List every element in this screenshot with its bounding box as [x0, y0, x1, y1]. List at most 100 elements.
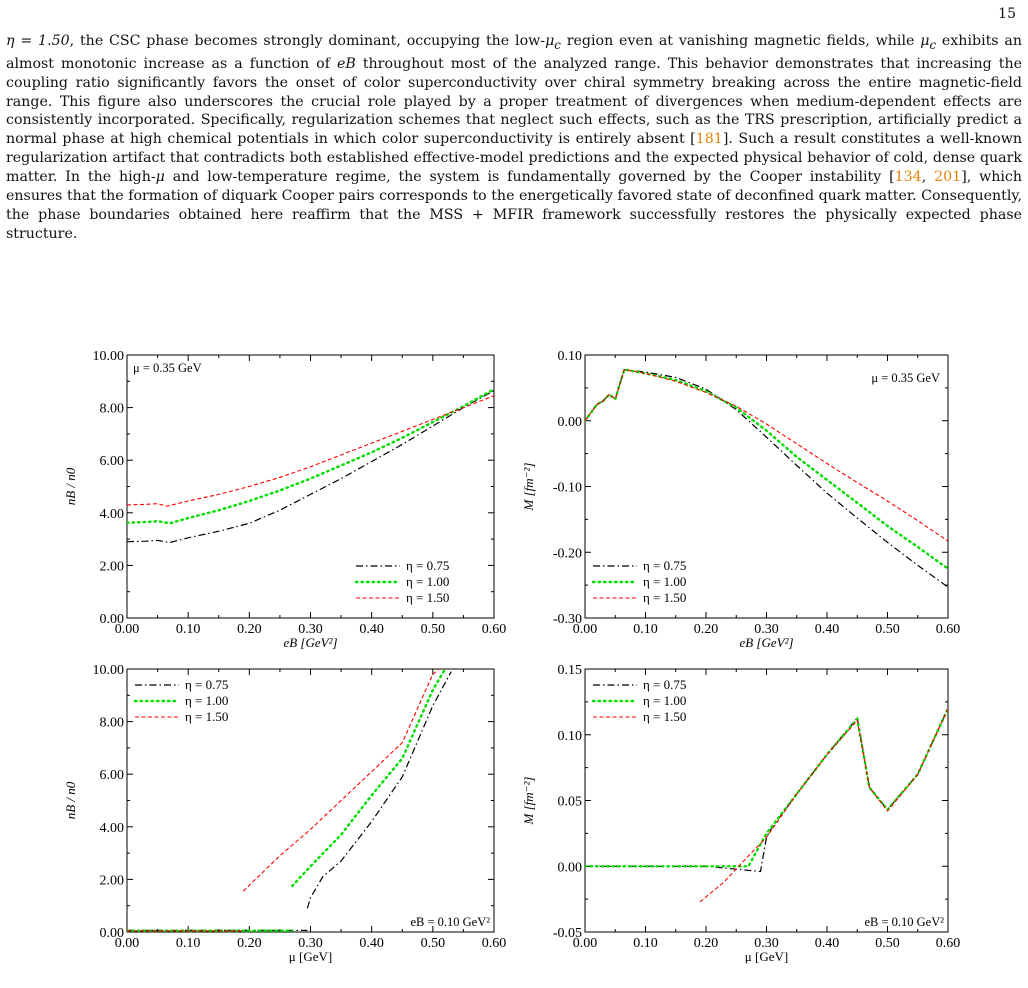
y-axis-label: M [fm⁻²] — [521, 463, 536, 512]
text-run: μ — [545, 33, 555, 49]
series-line-1 — [127, 389, 494, 544]
legend-entry: η = 1.00 — [185, 693, 228, 708]
x-tick-label: 0.40 — [359, 622, 384, 637]
legend: η = 0.75η = 1.00η = 1.50 — [591, 558, 686, 605]
x-tick-label: 0.00 — [115, 936, 140, 951]
x-tick-label: 0.20 — [237, 936, 262, 951]
x-tick-label: 0.40 — [359, 936, 384, 951]
series-line-1 — [585, 708, 948, 873]
x-axis-label: eB [GeV²] — [283, 635, 337, 650]
legend-entry: η = 1.00 — [643, 574, 686, 589]
x-axis-label: eB [GeV²] — [739, 635, 793, 650]
y-tick-label: 0.15 — [558, 663, 583, 678]
x-tick-label: 0.00 — [573, 936, 598, 951]
chart-panel-1: 0.00 0.10 0.20 0.30 0.40 0.50 0.60 0.00 2.00 4.00… — [63, 349, 506, 650]
x-axis-label: μ [GeV] — [289, 949, 332, 964]
x-tick-label: 0.30 — [754, 622, 779, 637]
x-tick-label: 0.30 — [754, 936, 779, 951]
series-line-3 — [127, 395, 494, 507]
chart-annotation: eB = 0.10 GeV² — [410, 915, 490, 929]
y-tick-label: 10.00 — [93, 663, 125, 678]
x-tick-label: 0.50 — [421, 622, 446, 637]
y-tick-label: -0.20 — [553, 546, 582, 561]
page-number: 15 — [998, 6, 1016, 22]
legend-entry: η = 1.50 — [406, 590, 449, 605]
x-tick-label: 0.10 — [633, 936, 658, 951]
citation-ref[interactable]: 201 — [934, 169, 962, 186]
y-tick-label: 8.00 — [100, 402, 125, 417]
legend-entry: η = 0.75 — [643, 558, 686, 573]
y-tick-label: 4.00 — [100, 507, 125, 522]
x-tick-label: 0.10 — [633, 622, 658, 637]
text-run: η = 1.50 — [6, 33, 70, 49]
y-tick-label: -0.30 — [553, 612, 582, 627]
plot-frame — [584, 354, 949, 619]
chart-panel-3: 0.00 0.10 0.20 0.30 0.40 0.50 0.60 0.00 2.00 4.00… — [63, 663, 506, 964]
series-line-1 — [585, 368, 948, 588]
chart-annotation: eB = 0.10 GeV² — [864, 915, 944, 929]
text-run: and low-temperature regime, the system i… — [164, 169, 895, 186]
x-tick-label: 0.60 — [482, 622, 507, 637]
y-tick-label: 0.10 — [558, 729, 583, 744]
chart-panel-4: 0.00 0.10 0.20 0.30 0.40 0.50 0.60-0.050.000.0… — [521, 663, 960, 964]
series-line-3 — [585, 368, 948, 542]
x-axis-label: μ [GeV] — [745, 949, 788, 964]
y-tick-label: 10.00 — [93, 349, 125, 364]
legend-entry: η = 1.50 — [643, 590, 686, 605]
y-tick-label: 2.00 — [100, 559, 125, 574]
y-tick-label: -0.10 — [553, 481, 582, 496]
x-tick-label: 0.00 — [573, 622, 598, 637]
y-tick-label: 0.10 — [558, 349, 583, 364]
x-tick-label: 0.30 — [298, 936, 323, 951]
x-tick-label: 0.60 — [936, 936, 961, 951]
y-tick-label: 0.00 — [558, 415, 583, 430]
y-tick-label: 6.00 — [100, 768, 125, 783]
x-tick-label: 0.10 — [176, 936, 201, 951]
x-tick-label: 0.60 — [482, 936, 507, 951]
y-tick-label: 0.00 — [558, 860, 583, 875]
series-line-2 — [585, 368, 948, 570]
x-tick-label: 0.50 — [875, 936, 900, 951]
chart-panel-2: 0.00 0.10 0.20 0.30 0.40 0.50 0.60 -0.30 -0.20 -0… — [521, 349, 960, 650]
legend: η = 0.75η = 1.00η = 1.50 — [591, 677, 686, 724]
x-tick-label: 0.50 — [421, 936, 446, 951]
text-run: μ — [920, 33, 930, 49]
plot-frame — [126, 668, 495, 933]
citation-ref[interactable]: 181 — [695, 131, 723, 148]
y-tick-label: 8.00 — [100, 716, 125, 731]
chart-annotation: μ = 0.35 GeV — [133, 361, 202, 375]
legend: η = 0.75η = 1.00η = 1.50 — [133, 677, 228, 724]
text-run: ]. Such a result constitutes a well-know… — [6, 131, 1023, 186]
x-tick-label: 0.30 — [298, 622, 323, 637]
legend-entry: η = 1.50 — [185, 709, 228, 724]
x-tick-label: 0.60 — [936, 622, 961, 637]
legend-entry: η = 1.50 — [643, 709, 686, 724]
text-run: ], which ensures that the formation of d… — [6, 169, 1022, 242]
y-tick-label: 2.00 — [100, 873, 125, 888]
x-tick-label: 0.40 — [815, 622, 840, 637]
series-line-4 — [291, 669, 447, 888]
x-tick-label: 0.20 — [237, 622, 262, 637]
series-line-2 — [585, 707, 948, 868]
y-axis-label: M [fm⁻²] — [521, 777, 536, 826]
x-tick-label: 0.20 — [694, 936, 719, 951]
text-run: μ — [155, 169, 165, 186]
citation-ref[interactable]: 134 — [894, 169, 922, 186]
series-line-6 — [242, 669, 440, 892]
x-tick-label: 0.40 — [815, 936, 840, 951]
text-run: region even at vanishing magnetic fields… — [560, 33, 921, 49]
y-tick-label: 0.00 — [100, 926, 125, 941]
text-run: , — [921, 169, 935, 186]
y-tick-label: 6.00 — [100, 454, 125, 469]
x-tick-label: 0.20 — [694, 622, 719, 637]
x-tick-label: 0.00 — [115, 622, 140, 637]
legend: η = 0.75η = 1.00η = 1.50 — [354, 558, 449, 605]
x-tick-label: 0.10 — [176, 622, 201, 637]
series-line-3 — [699, 708, 948, 903]
text-run: eB — [336, 55, 356, 72]
text-run: throughout most of the analyzed range. T… — [6, 55, 1022, 148]
x-tick-label: 0.50 — [875, 622, 900, 637]
legend-entry: η = 1.00 — [406, 574, 449, 589]
text-run: exhibits an almost monotonic increase as… — [6, 33, 1023, 72]
